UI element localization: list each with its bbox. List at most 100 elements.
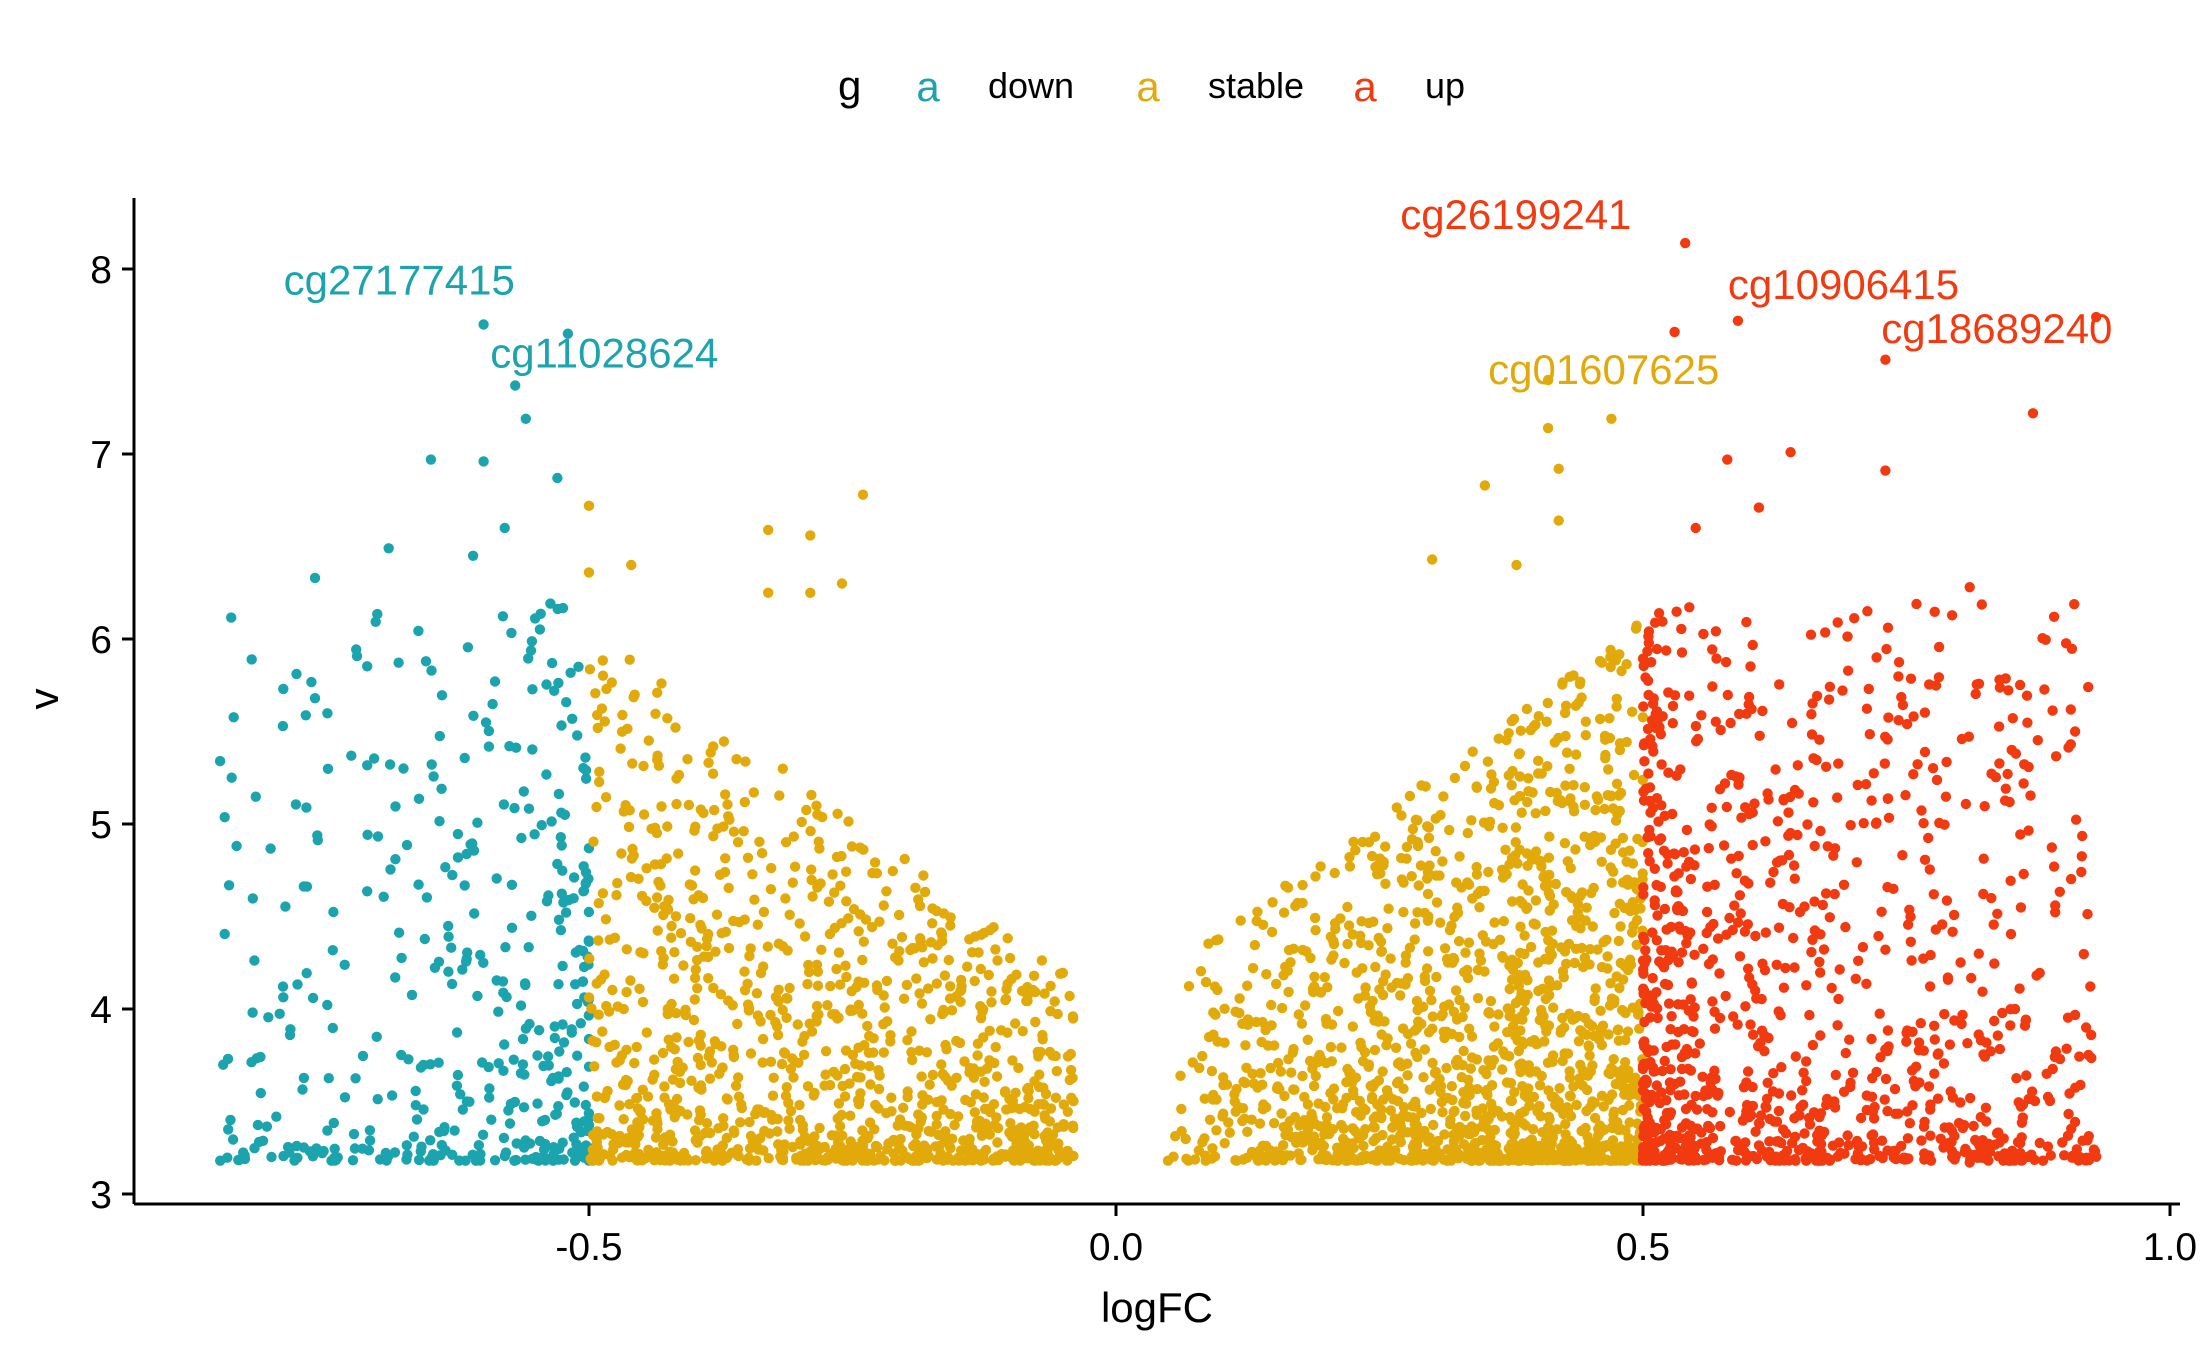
point-stable: [1068, 1122, 1079, 1134]
point-stable: [1409, 1025, 1421, 1036]
point-down: [285, 1024, 296, 1035]
point-down: [553, 788, 565, 800]
point-stable: [1497, 1064, 1508, 1075]
point-stable: [1053, 1138, 1064, 1149]
point-stable: [1525, 724, 1536, 736]
point-down: [523, 803, 535, 814]
point-up: [1761, 1151, 1773, 1162]
point-up: [1908, 711, 1919, 722]
x-tick-label: -0.5: [555, 1226, 622, 1269]
point-stable: [1485, 995, 1497, 1007]
point-stable: [1023, 1093, 1034, 1104]
point-stable: [1544, 990, 1555, 1001]
point-stable: [669, 1044, 680, 1055]
point-stable: [1246, 1114, 1257, 1125]
point-stable: [1391, 1078, 1403, 1089]
point-down: [327, 1022, 338, 1034]
point-stable: [1606, 877, 1617, 888]
point-stable: [1543, 1111, 1555, 1123]
point-stable: [1550, 1099, 1561, 1111]
point-stable: [763, 587, 774, 598]
point-stable: [1385, 1105, 1397, 1116]
point-stable: [1517, 1118, 1529, 1129]
point-stable: [1624, 1117, 1635, 1128]
point-stable: [981, 1063, 993, 1074]
point-down: [556, 888, 567, 899]
point-stable: [937, 1068, 948, 1080]
point-up: [1780, 962, 1791, 974]
point-down: [568, 872, 580, 883]
point-up: [1735, 908, 1746, 919]
point-stable: [1230, 1106, 1241, 1117]
point-up: [1741, 616, 1752, 628]
point-stable: [732, 837, 744, 848]
point-stable: [1504, 1051, 1515, 1062]
point-stable: [1297, 1137, 1309, 1148]
point-up: [1880, 465, 1891, 476]
point-stable: [1583, 1018, 1595, 1029]
point-stable: [714, 869, 726, 880]
point-down: [572, 1050, 583, 1061]
point-stable: [678, 960, 689, 971]
point-stable: [1613, 1067, 1624, 1078]
point-stable: [1319, 972, 1331, 983]
point-stable: [1450, 1057, 1462, 1068]
point-stable: [1344, 861, 1356, 872]
point-stable: [921, 1143, 932, 1154]
point-up: [1745, 1110, 1757, 1121]
point-down: [386, 1090, 398, 1101]
point-stable: [736, 1102, 747, 1114]
point-up: [1956, 1018, 1967, 1030]
point-up: [1807, 934, 1818, 945]
point-up: [2002, 768, 2013, 780]
legend-item-up: a up: [1353, 63, 1465, 110]
point-down: [421, 892, 433, 903]
point-stable: [659, 1081, 670, 1092]
point-stable: [904, 1153, 915, 1165]
point-up: [1968, 1120, 1979, 1132]
point-stable: [827, 869, 838, 880]
point-stable: [723, 942, 735, 954]
point-down: [420, 656, 432, 667]
point-stable: [923, 1125, 934, 1137]
point-stable: [1630, 905, 1641, 916]
point-stable: [1463, 1082, 1475, 1093]
point-up: [1689, 949, 1700, 960]
point-stable: [739, 914, 750, 925]
point-stable: [709, 804, 720, 816]
point-down: [440, 862, 451, 873]
point-up: [1988, 919, 1999, 930]
point-down: [560, 907, 572, 918]
point-stable: [710, 946, 721, 957]
point-up: [1638, 701, 1649, 712]
point-stable: [599, 1092, 610, 1104]
point-up: [1652, 910, 1663, 921]
point-down: [246, 1057, 257, 1068]
point-stable: [840, 1045, 852, 1056]
point-up: [2006, 744, 2017, 756]
point-down: [571, 998, 583, 1010]
point-stable: [1511, 559, 1522, 571]
point-up: [1713, 1087, 1724, 1099]
point-up: [1639, 756, 1650, 767]
point-stable: [703, 757, 714, 768]
point-stable: [1197, 1050, 1208, 1062]
point-up: [1933, 641, 1945, 653]
point-down: [499, 1039, 510, 1050]
point-down: [489, 1155, 501, 1166]
point-down: [255, 1051, 266, 1063]
point-stable: [1276, 1108, 1287, 1119]
point-up: [1647, 698, 1659, 709]
point-up: [1866, 795, 1877, 806]
point-up: [1742, 963, 1754, 974]
point-stable: [776, 1058, 788, 1070]
point-stable: [1568, 1081, 1579, 1092]
point-down: [410, 1100, 421, 1111]
point-stable: [1485, 783, 1497, 794]
point-stable: [1367, 1081, 1378, 1093]
point-up: [2022, 717, 2033, 728]
point-down: [297, 1084, 308, 1095]
point-up: [1925, 1130, 1936, 1141]
point-up: [1965, 1092, 1976, 1104]
point-stable: [1357, 836, 1368, 848]
